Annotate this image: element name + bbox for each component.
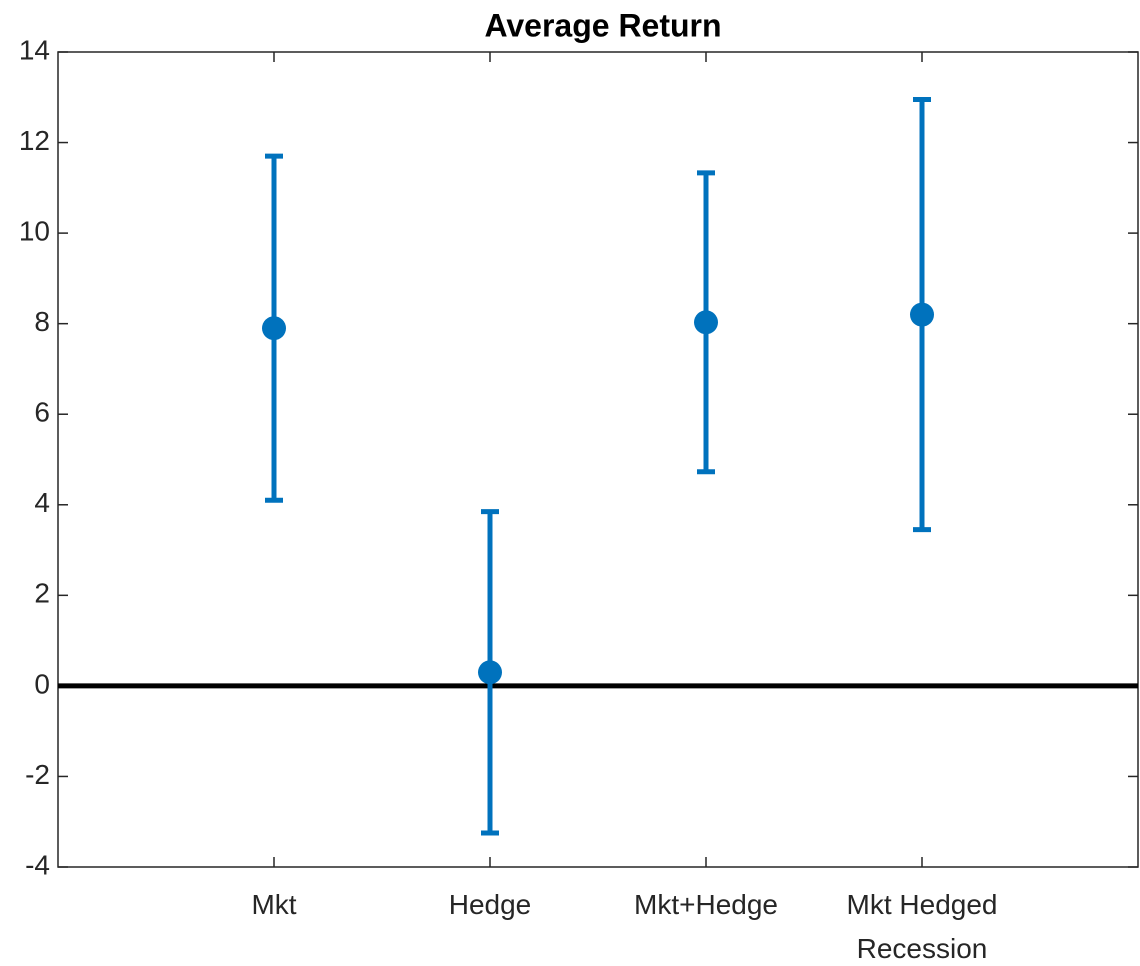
- x-tick-label: Mkt Hedged Recession: [846, 889, 998, 964]
- point: [478, 660, 502, 685]
- y-tick-label: 10: [19, 216, 50, 247]
- x-tick-label: Hedge: [448, 889, 532, 920]
- y-tick-label: 2: [34, 578, 50, 609]
- x-tick-label: Mkt: [251, 889, 297, 920]
- y-tick-label: -2: [25, 759, 50, 790]
- point: [262, 316, 286, 341]
- y-tick-label: 0: [34, 668, 50, 699]
- axes-box: [57, 51, 1139, 868]
- y-tick-label: 4: [34, 487, 50, 518]
- x-tick-label: Mkt+Hedge: [634, 889, 778, 920]
- y-tick-label: 8: [34, 306, 50, 337]
- y-tick-label: 14: [19, 34, 50, 65]
- y-tick-label: -4: [25, 849, 50, 880]
- point: [694, 310, 718, 335]
- y-tick-label: 12: [19, 125, 50, 156]
- chart-title: Average Return: [484, 7, 721, 43]
- point: [910, 302, 934, 327]
- y-tick-label: 6: [34, 397, 50, 428]
